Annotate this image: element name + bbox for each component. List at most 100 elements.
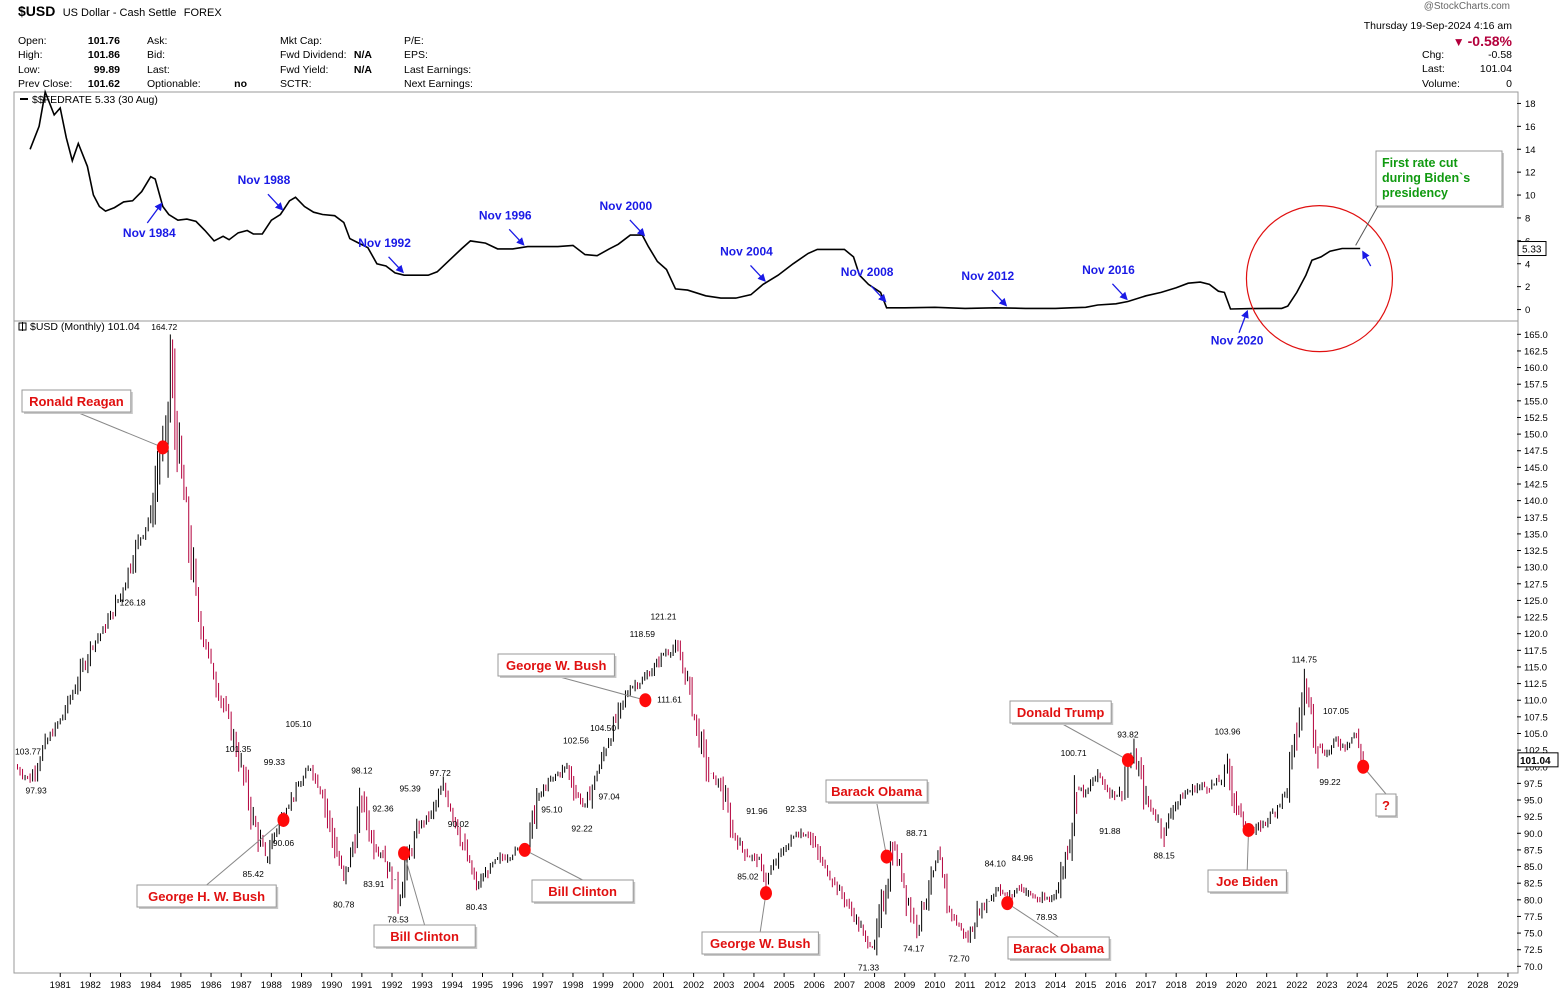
usd-price-label: 103.77 <box>15 747 41 757</box>
usd-panel-frame <box>13 320 1519 974</box>
fed-y-tick-label: 10 <box>1525 191 1536 202</box>
president-leader-line <box>876 801 888 857</box>
down-triangle-icon: ▼ <box>1452 35 1465 49</box>
prev-close-label: Prev Close: <box>18 78 73 91</box>
president-label: Barack Obama <box>1013 941 1105 956</box>
usd-price-label: 103.96 <box>1214 726 1240 736</box>
usd-price-label: 95.39 <box>399 783 421 793</box>
fed-annotation-label: Nov 1996 <box>479 208 532 222</box>
x-tick-label: 2006 <box>804 980 825 991</box>
usd-price-label: 98.12 <box>351 765 373 775</box>
highlight-circle <box>1245 205 1394 353</box>
stockcharts-logo[interactable]: @StockCharts.com <box>1423 1 1510 12</box>
symbol: $USD <box>18 3 56 19</box>
last-price-value: 101.04 <box>1479 63 1512 76</box>
x-tick-label: 2029 <box>1497 980 1518 991</box>
fwd-yield-label: Fwd Yield: <box>280 63 329 76</box>
eps-label: EPS: <box>404 49 428 62</box>
president-label-box <box>1375 793 1397 817</box>
usd-y-tick-label: 140.0 <box>1524 496 1548 507</box>
fed-annotation-arrow <box>508 228 525 246</box>
x-tick-label: 2017 <box>1135 980 1156 991</box>
x-tick-label: 2008 <box>864 980 885 991</box>
president-label-box <box>531 879 634 903</box>
fed-y-tick-label: 14 <box>1525 145 1536 156</box>
usd-y-tick-label: 150.0 <box>1524 430 1548 441</box>
fed-annotation-label: Nov 1984 <box>123 226 176 240</box>
usd-y-tick-label: 100.0 <box>1524 762 1548 773</box>
x-tick-label: 1983 <box>110 980 131 991</box>
usd-y-axis: 70.0 72.5 75.0 77.5 80.0 82.5 85.0 87.5 90.0 92.5… <box>1517 330 1559 973</box>
president-marker-dot <box>1121 753 1134 768</box>
optionable-label: Optionable: <box>147 78 201 91</box>
usd-price-label: 90.06 <box>273 838 295 848</box>
president-label-box <box>701 931 819 955</box>
president-leader-line <box>524 849 583 881</box>
symbol-title: $USD US Dollar - Cash Settle FOREX <box>18 3 222 19</box>
fed-annotations: Nov 1984 Nov 1988 Nov 1992 Nov 1996 Nov 2000… <box>123 150 1504 353</box>
usd-y-tick-label: 155.0 <box>1524 396 1548 407</box>
x-tick-label: 2019 <box>1196 980 1217 991</box>
fwd-yield-value: N/A <box>353 63 372 76</box>
president-label-box <box>497 653 615 677</box>
usd-y-tick-label: 87.5 <box>1524 845 1543 856</box>
x-tick-label: 1985 <box>170 980 191 991</box>
president-marker-dot <box>760 886 772 901</box>
usd-price-label: 105.10 <box>286 719 312 729</box>
fed-rate-line <box>29 89 1361 310</box>
fed-annotation-arrow <box>750 265 766 282</box>
usd-y-tick-label: 115.0 <box>1524 662 1547 673</box>
usd-y-tick-label: 90.0 <box>1524 829 1543 840</box>
usd-y-tick-label: 105.0 <box>1524 729 1548 740</box>
president-leader-line <box>206 819 284 886</box>
usd-price-label: 97.72 <box>430 768 452 778</box>
usd-y-tick-label: 95.0 <box>1524 796 1543 807</box>
open-value: 101.76 <box>87 35 120 47</box>
president-label-box <box>21 389 132 413</box>
fed-annotation-label: Nov 2008 <box>841 265 894 279</box>
usd-y-tick-label: 142.5 <box>1524 480 1548 491</box>
x-tick-label: 2022 <box>1286 980 1307 991</box>
usd-y-tick-label: 112.5 <box>1524 679 1547 690</box>
next-earnings-label: Next Earnings: <box>404 78 473 91</box>
president-leader-line <box>1060 722 1129 761</box>
usd-y-tick-label: 120.0 <box>1524 629 1548 640</box>
usd-y-tick-label: 125.0 <box>1524 596 1548 607</box>
x-tick-label: 1996 <box>502 980 523 991</box>
usd-last-value-box <box>1517 752 1559 768</box>
x-tick-label: 2024 <box>1347 980 1368 991</box>
usd-y-tick-label: 70.0 <box>1524 962 1543 973</box>
quote-col-3: Mkt Cap: Fwd Dividend: N/A Fwd Yield: N/A … <box>280 34 372 92</box>
pe-label: P/E: <box>404 35 424 47</box>
x-tick-label: 2004 <box>743 980 764 991</box>
x-tick-label: 2002 <box>683 980 704 991</box>
fed-annotation-arrow <box>870 285 887 303</box>
usd-price-label: 91.96 <box>746 806 768 816</box>
usd-y-tick-label: 132.5 <box>1524 546 1548 557</box>
fed-annotation-arrow <box>1238 309 1249 333</box>
usd-y-tick-label: 77.5 <box>1524 912 1543 923</box>
usd-y-tick-label: 80.0 <box>1524 895 1543 906</box>
president-label: Joe Biden <box>1216 874 1278 889</box>
usd-y-tick-label: 130.0 <box>1524 563 1548 574</box>
president-label: Barack Obama <box>831 784 923 799</box>
volume-value: 0 <box>1506 77 1512 90</box>
quote-col-1: Open: 101.76 High: 101.86 Low: 99.89 Prev C… <box>18 34 120 92</box>
president-label: George W. Bush <box>710 936 810 951</box>
mkt-cap-label: Mkt Cap: <box>280 35 323 47</box>
optionable-value: no <box>234 78 247 91</box>
usd-price-label: 80.43 <box>466 902 488 912</box>
usd-annotations: Ronald Reagan George H. W. Bush Bill Clint… <box>21 389 1398 961</box>
president-leader-line <box>403 853 426 926</box>
fed-y-tick-label: 16 <box>1525 122 1536 133</box>
percent-change-value: -0.58% <box>1467 33 1512 49</box>
chg-value: -0.58 <box>1488 49 1512 61</box>
president-label: Donald Trump <box>1017 705 1104 720</box>
president-label-box <box>1009 700 1112 724</box>
usd-legend: $USD (Monthly) 101.04 <box>18 321 140 333</box>
high-value: 101.86 <box>87 49 120 62</box>
president-marker-dot <box>277 812 290 827</box>
usd-y-tick-label: 127.5 <box>1524 579 1548 590</box>
usd-y-tick-label: 162.5 <box>1524 346 1548 357</box>
